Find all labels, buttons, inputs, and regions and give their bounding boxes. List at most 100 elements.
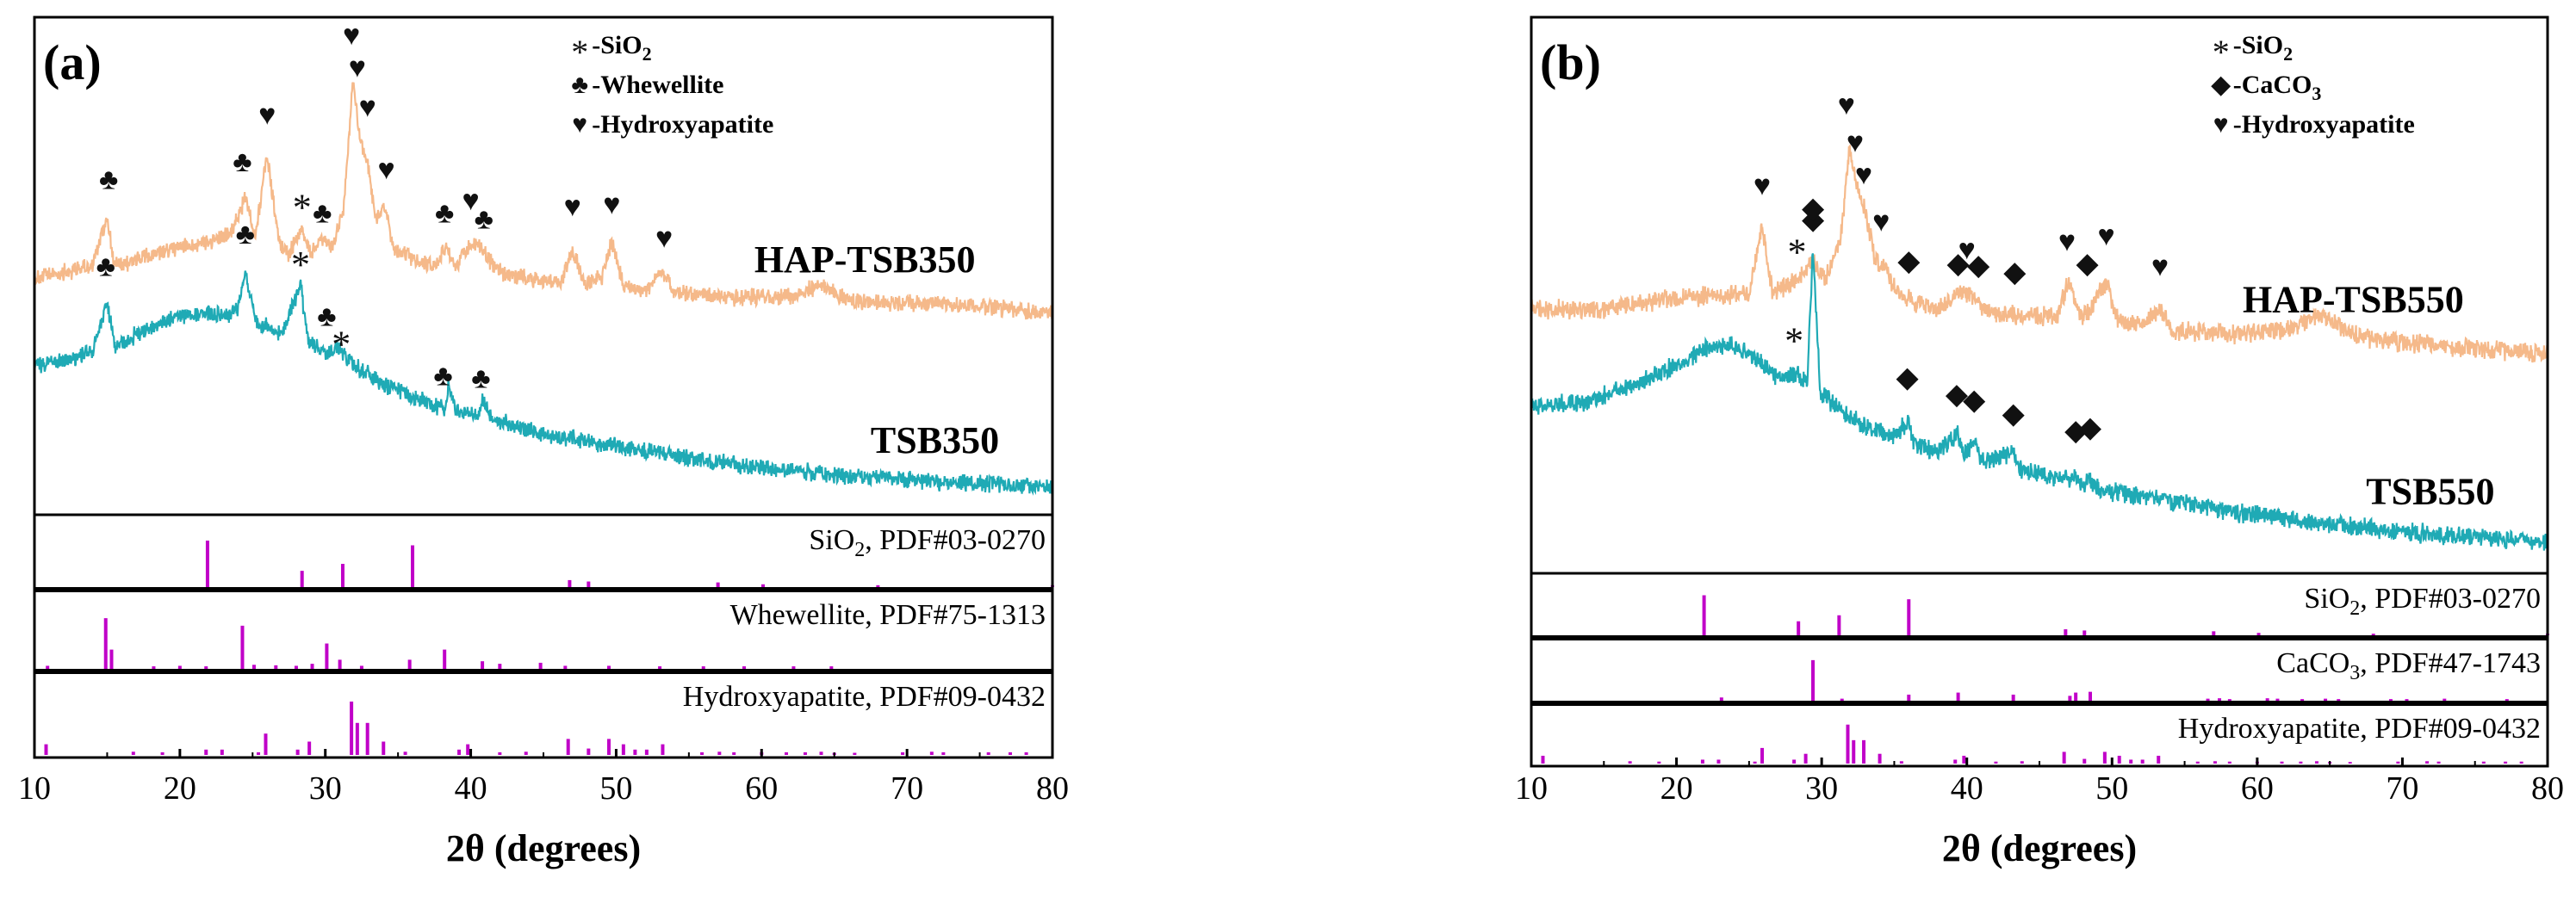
peak-marker: ♣: [471, 363, 490, 395]
x-tick-label: 10: [1515, 770, 1548, 807]
reference-pattern: Hydroxyapatite, PDF#09-0432: [1541, 713, 2541, 764]
series-label-tsb550: TSB550: [2366, 470, 2494, 512]
x-tick-label: 10: [18, 770, 51, 807]
peak-marker: ♥: [1754, 170, 1771, 202]
reference-label-pdf: , PDF#03-0270: [865, 524, 1046, 556]
reference-label-name: SiO: [2304, 583, 2349, 615]
x-tick-label: 60: [745, 770, 778, 807]
peak-marker: ♥: [2151, 250, 2169, 282]
peak-marker: ♣: [96, 251, 115, 283]
reference-label: SiO2, PDF#03-0270: [2304, 583, 2541, 620]
peak-marker: ♥: [1847, 127, 1864, 159]
legend-label-text: -CaCO: [2233, 71, 2312, 99]
peak-marker: ◆: [1802, 203, 1825, 235]
peak-marker: ♥: [258, 99, 276, 131]
series-line-hap-tsb350: [33, 82, 1054, 320]
reference-label: Hydroxyapatite, PDF#09-0432: [2178, 713, 2541, 745]
reference-label-subscript: 3: [2349, 662, 2360, 684]
peak-marker: ♣: [433, 361, 452, 393]
legend-label-subscript: 2: [2283, 43, 2293, 65]
legend-symbol: *: [571, 33, 588, 71]
x-tick-label: 30: [1805, 770, 1838, 807]
reference-pattern: SiO2, PDF#03-0270: [1702, 583, 2549, 635]
peak-marker: ◆: [1946, 379, 1969, 411]
peak-marker: ♥: [655, 222, 673, 254]
series-line-hap-tsb550: [1530, 145, 2549, 363]
reference-label: Hydroxyapatite, PDF#09-0432: [683, 681, 1046, 713]
reference-pattern: Hydroxyapatite, PDF#09-0432: [44, 681, 1046, 755]
x-tick-label: 50: [2095, 770, 2128, 807]
peak-marker: ♥: [462, 185, 479, 217]
series-line-tsb550: [1530, 253, 2549, 551]
peak-marker: ♥: [1855, 159, 1872, 191]
reference-pattern: CaCO3, PDF#47-1743: [1719, 647, 2541, 701]
peak-marker: *: [332, 324, 351, 366]
series-label-hap-tsb550: HAP-TSB550: [2243, 278, 2464, 320]
peak-marker: *: [293, 187, 312, 229]
x-axis-label: 2θ (degrees): [446, 827, 641, 869]
x-axis-label: 2θ (degrees): [1942, 827, 2137, 869]
x-tick-label: 30: [309, 770, 342, 807]
series-line-tsb350: [33, 270, 1054, 496]
peak-marker: ◆: [1896, 362, 1920, 394]
peak-marker: ♣: [233, 146, 251, 178]
legend-label: -Hydroxyapatite: [2233, 110, 2415, 139]
series-label-hap-tsb350: HAP-TSB350: [754, 238, 976, 281]
x-tick-label: 20: [1660, 770, 1693, 807]
peak-marker: ◆: [2076, 248, 2100, 280]
x-tick-label: 60: [2241, 770, 2274, 807]
peak-marker: ◆: [2079, 412, 2102, 444]
peak-marker: *: [1787, 231, 1806, 273]
legend-label-text: -Hydroxyapatite: [2233, 110, 2415, 139]
peak-marker: ♣: [475, 204, 493, 236]
reference-label-name: Hydroxyapatite: [2178, 713, 2361, 745]
legend-label: -SiO2: [592, 31, 651, 65]
x-tick-label: 80: [1036, 770, 1069, 807]
peak-marker: ◆: [2002, 399, 2026, 430]
plot-frame: [33, 15, 1054, 759]
reference-label-pdf: , PDF#03-0270: [2360, 583, 2541, 615]
peak-marker: ◆: [1802, 193, 1825, 225]
reference-label-name: Whewellite: [730, 599, 866, 631]
reference-pattern: SiO2, PDF#03-0270: [205, 524, 1054, 587]
reference-label: SiO2, PDF#03-0270: [809, 524, 1046, 561]
peak-marker: ♥: [603, 189, 620, 220]
legend-symbol: ♥: [572, 110, 587, 139]
reference-label-name: SiO: [809, 524, 854, 556]
peak-marker: ◆: [2003, 257, 2027, 288]
legend-symbol: ♣: [571, 71, 588, 99]
reference-pattern: Whewellite, PDF#75-1313: [46, 599, 1046, 669]
reference-label: CaCO3, PDF#47-1743: [2276, 647, 2541, 684]
peak-marker: ♥: [2097, 220, 2114, 252]
legend-label-text: -SiO: [592, 31, 642, 59]
legend-label: -Hydroxyapatite: [592, 110, 773, 139]
peak-marker: ♥: [349, 52, 366, 83]
peak-marker: ♥: [2058, 226, 2076, 257]
peak-marker: ♥: [564, 191, 581, 223]
legend-label-subscript: 3: [2312, 83, 2321, 104]
reference-label-pdf: , PDF#09-0432: [2360, 713, 2541, 745]
peak-marker: ◆: [2064, 415, 2088, 447]
reference-label-name: CaCO: [2276, 647, 2349, 679]
peak-marker: *: [1785, 320, 1803, 362]
peak-marker: ♣: [236, 219, 255, 250]
peak-marker: ♣: [99, 164, 118, 195]
peak-marker: ♥: [1872, 207, 1890, 238]
legend-label-text: -Hydroxyapatite: [592, 110, 773, 139]
peak-marker: ◆: [1947, 248, 1971, 280]
reference-label-name: Hydroxyapatite: [683, 681, 866, 713]
peak-marker: ◆: [1963, 384, 1986, 416]
panel-label: (a): [43, 34, 102, 90]
legend-symbol: ◆: [2211, 71, 2231, 99]
legend-symbol: ♥: [2213, 110, 2229, 139]
reference-label-pdf: , PDF#09-0432: [865, 681, 1046, 713]
reference-label-subscript: 2: [854, 539, 865, 561]
reference-label: Whewellite, PDF#75-1313: [730, 599, 1046, 631]
legend-label-subscript: 2: [642, 43, 652, 65]
peak-marker: ♥: [1958, 234, 1976, 266]
peak-marker: ♣: [435, 197, 454, 229]
legend-label-text: -SiO: [2233, 31, 2283, 59]
series-label-tsb350: TSB350: [871, 419, 999, 461]
